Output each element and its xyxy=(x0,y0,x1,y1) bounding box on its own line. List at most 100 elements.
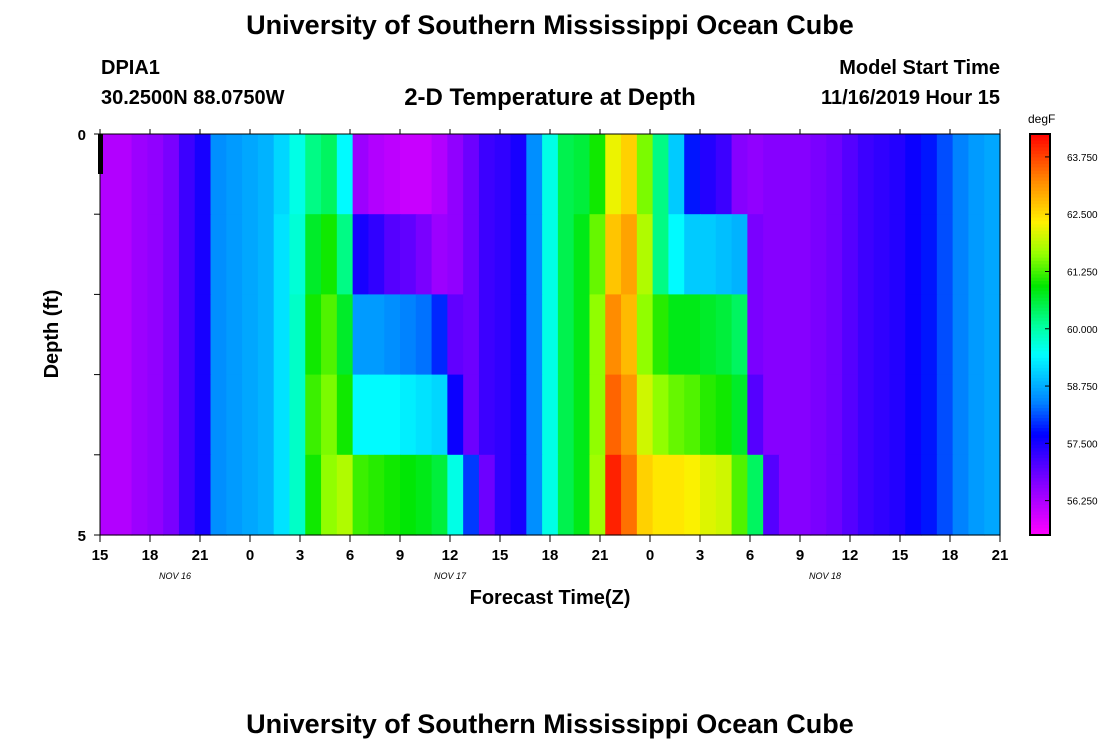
heatmap-cell xyxy=(668,454,685,536)
heatmap-cell xyxy=(636,454,654,536)
colorbar-swatch xyxy=(1030,260,1050,265)
heatmap-cell xyxy=(905,454,922,536)
heatmap-cell xyxy=(305,134,322,215)
heatmap-cell xyxy=(115,294,133,376)
heatmap-cell xyxy=(100,134,117,215)
heatmap-cell xyxy=(873,214,891,295)
colorbar-swatch xyxy=(1030,404,1050,409)
heatmap-cell xyxy=(968,214,985,295)
heatmap-cell xyxy=(194,294,212,376)
colorbar-swatch xyxy=(1030,364,1050,369)
heatmap-cell xyxy=(526,374,543,456)
heatmap-cell xyxy=(605,294,622,376)
colorbar-tick-label: 63.750 xyxy=(1067,153,1098,164)
colorbar-swatch xyxy=(1030,471,1050,476)
colorbar-swatch xyxy=(1030,384,1050,389)
heatmap-cell xyxy=(984,454,1001,536)
colorbar-swatch xyxy=(1030,324,1050,329)
heatmap-cell xyxy=(321,214,338,295)
heatmap-cell xyxy=(542,294,559,376)
heatmap-cell xyxy=(289,294,306,376)
heatmap-cell xyxy=(478,374,496,456)
heatmap-cell xyxy=(257,134,275,215)
heatmap-cell xyxy=(147,454,164,536)
heatmap-cell xyxy=(652,214,670,295)
x-tick-label: 21 xyxy=(192,547,209,564)
colorbar-swatch xyxy=(1030,267,1050,272)
colorbar-swatch xyxy=(1030,220,1050,225)
heatmap-cell xyxy=(810,454,827,536)
heatmap-cell xyxy=(115,214,133,295)
x-tick-label: 21 xyxy=(592,547,609,564)
heatmap-cell xyxy=(747,374,764,456)
heatmap-cell xyxy=(542,454,559,536)
y-axis: 05 xyxy=(78,127,103,545)
heatmap-cell xyxy=(542,374,559,456)
colorbar-swatch xyxy=(1030,511,1050,516)
colorbar-swatch xyxy=(1030,177,1050,182)
colorbar-swatch xyxy=(1030,468,1050,473)
x-tick-label: 18 xyxy=(542,547,559,564)
colorbar-tick-label: 57.500 xyxy=(1067,439,1098,450)
colorbar-swatch xyxy=(1030,317,1050,322)
heatmap-cell xyxy=(100,454,117,536)
colorbar-swatch xyxy=(1030,190,1050,195)
heatmap-cell xyxy=(415,374,433,456)
heatmap-cell xyxy=(810,214,827,295)
heatmap-cell xyxy=(305,294,322,376)
heatmap-cell xyxy=(636,374,654,456)
heatmap-cell xyxy=(431,454,448,536)
heatmap-cell xyxy=(794,294,812,376)
heatmap-cell xyxy=(273,294,291,376)
x-tick-label: 15 xyxy=(892,547,909,564)
heatmap-cell xyxy=(131,374,148,456)
colorbar-swatch xyxy=(1030,277,1050,282)
colorbar-swatch xyxy=(1030,518,1050,523)
heatmap-cell xyxy=(715,454,733,536)
colorbar-swatch xyxy=(1030,274,1050,279)
heatmap-cell xyxy=(794,134,812,215)
colorbar-swatch xyxy=(1030,478,1050,483)
x-tick-label: 3 xyxy=(296,547,304,564)
heatmap-cell xyxy=(178,294,196,376)
heatmap-cell xyxy=(510,374,527,456)
colorbar-swatch xyxy=(1030,271,1050,275)
colorbar-swatch xyxy=(1030,244,1050,249)
colorbar-swatch xyxy=(1030,204,1050,209)
heatmap-cell xyxy=(352,214,370,295)
heatmap-cell xyxy=(921,294,938,376)
colorbar-swatch xyxy=(1030,387,1050,392)
colorbar-swatch xyxy=(1030,524,1050,529)
heatmap-cell xyxy=(857,454,875,536)
x-tick-label: 6 xyxy=(346,547,354,564)
heatmap-cell xyxy=(557,454,575,536)
heatmap-cell xyxy=(336,374,354,456)
heatmap-cell xyxy=(178,134,196,215)
x-tick-label: 3 xyxy=(696,547,704,564)
colorbar-swatch xyxy=(1030,154,1050,158)
heatmap-cell xyxy=(431,294,448,376)
heatmap-cell xyxy=(952,134,970,215)
heatmap-cell xyxy=(794,214,812,295)
heatmap-cell xyxy=(368,374,385,456)
colorbar-swatch xyxy=(1030,411,1050,416)
heatmap-cell xyxy=(857,294,875,376)
colorbar-swatch xyxy=(1030,394,1050,399)
heatmap-cell xyxy=(826,134,843,215)
heatmap-cell xyxy=(778,134,796,215)
colorbar-swatch xyxy=(1030,347,1050,352)
colorbar-swatch xyxy=(1030,424,1050,429)
heatmap-cell xyxy=(131,294,148,376)
colorbar-swatch xyxy=(1030,351,1050,356)
colorbar-tick-label: 56.250 xyxy=(1067,497,1098,508)
heatmap-cell xyxy=(684,214,701,295)
heatmap-cell xyxy=(273,134,291,215)
heatmap-cell xyxy=(936,134,954,215)
heatmap-cell xyxy=(384,134,401,215)
heatmap-cell xyxy=(936,374,954,456)
colorbar-swatch xyxy=(1030,341,1050,346)
colorbar-swatch xyxy=(1030,494,1050,499)
heatmap-cell xyxy=(857,374,875,456)
colorbar-swatch xyxy=(1030,170,1050,175)
heatmap-cell xyxy=(478,454,496,536)
